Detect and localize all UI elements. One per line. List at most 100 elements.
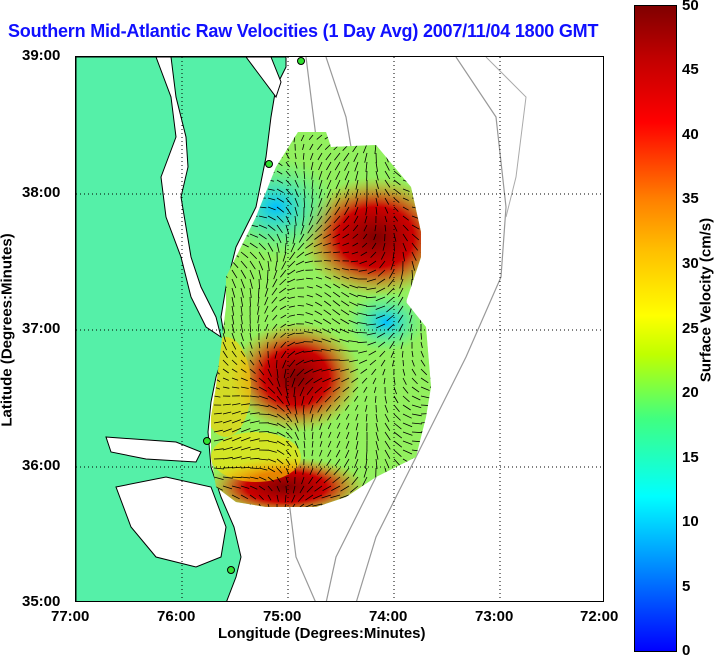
- velocity-arrow: [411, 251, 417, 261]
- velocity-arrow: [384, 476, 387, 487]
- velocity-arrow: [375, 431, 379, 442]
- velocity-arrow: [267, 494, 272, 501]
- velocity-arrow: [305, 377, 314, 385]
- velocity-arrow: [279, 287, 287, 294]
- velocity-arrow: [429, 242, 431, 249]
- velocity-arrow: [366, 314, 377, 316]
- velocity-arrow: [355, 440, 359, 450]
- velocity-arrow: [393, 395, 399, 404]
- velocity-arrow: [341, 476, 350, 484]
- velocity-arrow: [358, 269, 368, 272]
- velocity-arrow: [296, 314, 305, 316]
- velocity-arrow: [344, 197, 350, 207]
- velocity-arrow: [384, 449, 391, 459]
- velocity-arrow: [231, 403, 241, 406]
- velocity-arrow: [294, 170, 299, 179]
- velocity-arrow: [273, 269, 278, 280]
- velocity-arrow: [393, 242, 395, 252]
- velocity-arrow: [222, 377, 229, 381]
- velocity-arrow: [330, 338, 341, 343]
- velocity-arrow: [322, 318, 332, 325]
- velocity-arrow: [344, 449, 350, 459]
- velocity-arrow: [348, 340, 359, 343]
- velocity-arrow: [326, 170, 332, 180]
- velocity-arrow: [384, 422, 391, 432]
- velocity-arrow: [249, 242, 258, 249]
- velocity-arrow: [302, 404, 305, 415]
- velocity-arrow: [377, 269, 386, 277]
- velocity-arrow: [411, 179, 420, 181]
- velocity-arrow: [249, 323, 252, 333]
- velocity-arrow: [429, 447, 431, 451]
- velocity-arrow: [355, 170, 359, 181]
- velocity-arrow: [366, 287, 377, 290]
- velocity-arrow: [323, 251, 332, 254]
- velocity-arrow: [350, 269, 359, 271]
- velocity-arrow: [258, 350, 262, 358]
- velocity-arrow: [352, 242, 359, 247]
- velocity-arrow: [258, 386, 268, 392]
- velocity-arrow: [258, 485, 266, 491]
- velocity-arrow: [231, 503, 239, 507]
- velocity-arrow: [429, 269, 431, 279]
- velocity-arrow: [420, 178, 428, 181]
- velocity-arrow: [379, 350, 386, 358]
- velocity-arrow: [340, 300, 350, 307]
- velocity-arrow: [316, 134, 323, 140]
- velocity-arrow: [309, 206, 314, 217]
- velocity-arrow: [420, 187, 428, 190]
- velocity-arrow: [321, 494, 332, 499]
- velocity-arrow: [319, 440, 323, 447]
- velocity-arrow: [411, 224, 420, 230]
- velocity-arrow: [276, 431, 286, 437]
- velocity-arrow: [420, 278, 423, 289]
- velocity-arrow: [323, 224, 332, 232]
- velocity-arrow: [240, 403, 250, 406]
- velocity-arrow: [429, 278, 431, 289]
- velocity-arrow: [288, 359, 296, 368]
- velocity-arrow: [306, 277, 314, 280]
- station-marker: [265, 160, 273, 168]
- velocity-arrow: [267, 386, 276, 394]
- velocity-arrow: [367, 341, 377, 346]
- velocity-arrow: [258, 377, 266, 384]
- velocity-arrow: [420, 332, 422, 340]
- velocity-arrow: [384, 197, 390, 205]
- velocity-arrow: [350, 485, 359, 493]
- velocity-arrow: [348, 503, 359, 507]
- velocity-arrow: [365, 305, 377, 307]
- velocity-arrow: [429, 251, 431, 259]
- velocity-arrow: [374, 143, 377, 154]
- velocity-arrow: [429, 485, 431, 489]
- velocity-arrow: [398, 287, 404, 298]
- velocity-arrow: [402, 359, 404, 367]
- velocity-arrow: [285, 233, 288, 244]
- velocity-arrow: [314, 310, 323, 316]
- velocity-arrow: [357, 312, 368, 316]
- velocity-arrow: [353, 152, 359, 162]
- velocity-arrow: [339, 503, 350, 506]
- velocity-arrow: [357, 294, 368, 298]
- velocity-arrow: [231, 377, 239, 381]
- velocity-arrow: [376, 278, 386, 285]
- velocity-arrow: [240, 503, 247, 507]
- velocity-arrow: [317, 206, 323, 217]
- velocity-arrow: [285, 386, 289, 397]
- x-axis-title: Longitude (Degrees:Minutes): [218, 625, 426, 642]
- velocity-arrow: [375, 305, 386, 310]
- velocity-arrow: [321, 368, 332, 372]
- velocity-arrow: [249, 429, 260, 433]
- velocity-arrow: [249, 467, 260, 469]
- velocity-arrow: [354, 206, 359, 216]
- velocity-arrow: [276, 224, 283, 234]
- velocity-arrow: [429, 377, 431, 383]
- velocity-arrow: [312, 359, 323, 362]
- velocity-arrow: [411, 458, 422, 462]
- velocity-arrow: [411, 260, 415, 271]
- velocity-arrow: [386, 296, 395, 304]
- velocity-arrow: [384, 143, 388, 154]
- velocity-arrow: [313, 242, 323, 248]
- velocity-arrow: [309, 143, 314, 151]
- velocity-arrow: [327, 413, 332, 421]
- velocity-arrow: [375, 170, 379, 181]
